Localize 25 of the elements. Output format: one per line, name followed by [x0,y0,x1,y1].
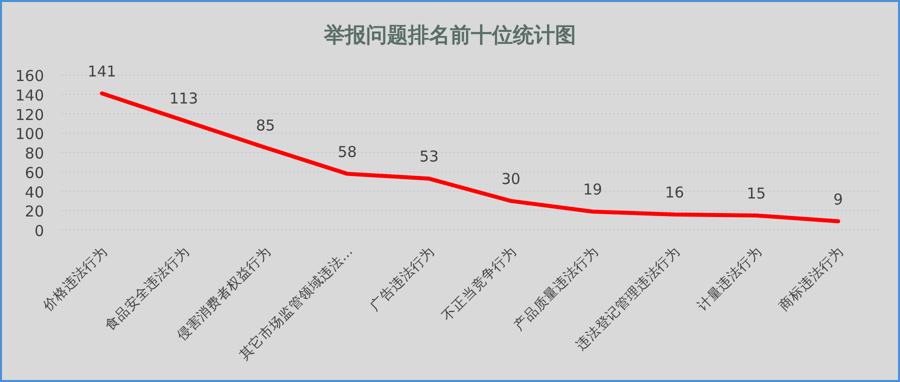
data-label: 58 [338,142,357,161]
y-tick-label: 80 [24,144,44,162]
x-tick-label: 广告违法行为 [367,244,438,314]
x-tick-label: 商标违法行为 [776,244,847,314]
x-tick-label: 计量违法行为 [694,244,766,314]
x-tick-label: 价格违法行为 [39,244,111,315]
y-tick-label: 20 [24,202,44,221]
data-label: 19 [583,180,602,199]
data-label: 16 [664,184,684,202]
data-label: 85 [256,116,276,135]
y-tick-label: 140 [15,86,44,104]
y-tick-label: 40 [24,183,44,202]
y-tick-label: 60 [24,164,44,182]
y-tick-label: 0 [34,222,44,240]
title: 举报问题排名前十位统计图 [324,22,576,47]
y-tick-label: 100 [15,125,44,144]
data-label: 141 [88,62,116,80]
data-label: 15 [746,184,766,202]
data-label: 113 [169,90,198,108]
data-label: 30 [501,170,520,188]
y-tick-label: 120 [15,106,44,124]
data-label: 53 [420,148,439,166]
data-label: 9 [833,190,843,208]
line-series [100,91,840,224]
y-tick-label: 160 [15,67,44,85]
